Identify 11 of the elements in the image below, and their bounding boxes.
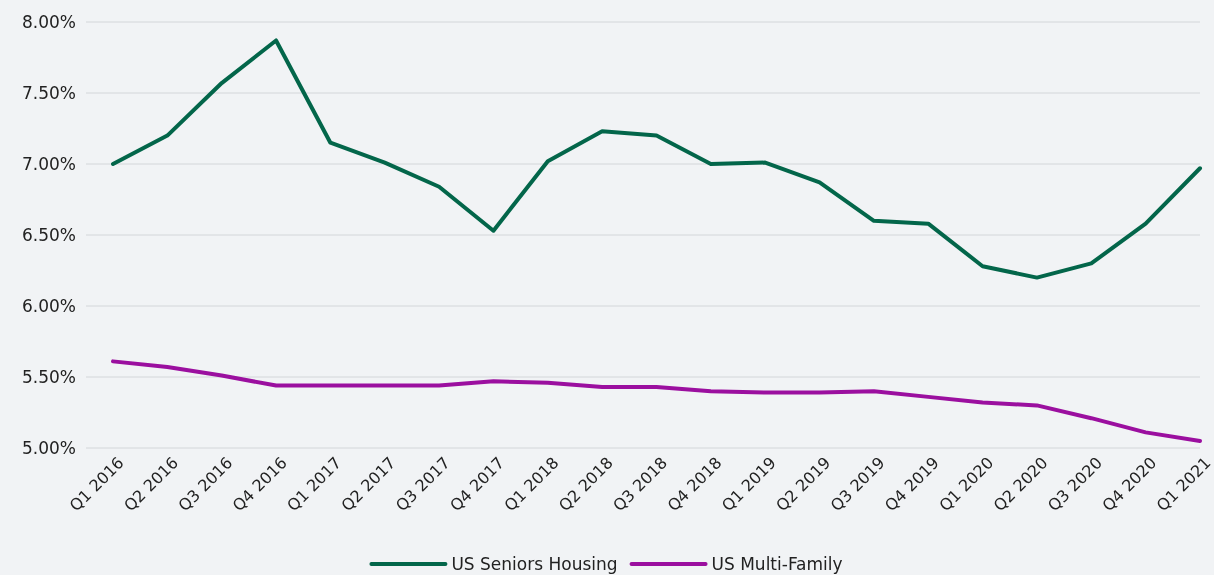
y-tick-label: 5.50% (21, 366, 76, 387)
legend-label: US Seniors Housing (451, 554, 618, 574)
line-series (111, 359, 1202, 443)
y-tick-label: 8.00% (21, 11, 76, 32)
y-tick-label: 5.00% (21, 437, 76, 458)
y-tick-label: 7.00% (21, 153, 76, 174)
y-tick-label: 7.50% (21, 82, 76, 103)
y-tick-label: 6.50% (21, 224, 76, 245)
legend-label: US Multi-Family (711, 554, 843, 574)
line-series (111, 38, 1202, 280)
y-tick-label: 6.00% (21, 295, 76, 316)
